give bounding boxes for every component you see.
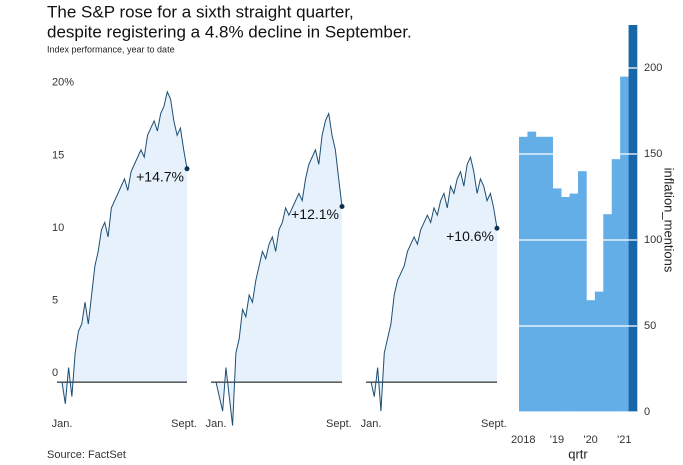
bar	[578, 171, 587, 412]
bar	[527, 131, 537, 412]
bar	[603, 214, 613, 412]
x-tick-label: 2018	[511, 434, 535, 446]
line	[61, 90, 188, 404]
chart-title: despite registering a 4.8% decline in Se…	[47, 22, 412, 41]
x-tick-label: Jan.	[206, 418, 227, 430]
end-point	[184, 166, 190, 172]
line	[370, 155, 498, 412]
annotation: +10.6%	[446, 228, 494, 244]
end-point	[494, 225, 500, 231]
y-tick-label: 50	[644, 320, 656, 332]
y-tick-label: 5	[52, 294, 58, 306]
annotation: +12.1%	[291, 206, 339, 222]
area	[62, 91, 187, 404]
y-tick-label: 0	[52, 367, 58, 379]
y-tick-label: 15	[52, 149, 64, 161]
x-tick-label: Jan.	[52, 418, 73, 430]
bar	[611, 159, 621, 412]
y-tick-label: 0	[644, 406, 650, 418]
y-tick-label: 10	[52, 222, 64, 234]
bar	[628, 25, 638, 412]
y-tick-label: 200	[644, 62, 662, 74]
x-tick-label: '19	[550, 434, 564, 446]
bar	[552, 188, 562, 412]
bar	[594, 291, 604, 412]
chart-subtitle: Index performance, year to date	[47, 44, 175, 54]
source: Source: FactSet	[47, 449, 126, 461]
annotation: +14.7%	[136, 168, 184, 184]
bar	[535, 136, 545, 413]
bar	[569, 193, 579, 412]
bar	[519, 136, 528, 413]
bar	[561, 197, 570, 412]
area	[371, 157, 497, 412]
end-point	[339, 203, 345, 209]
bar	[620, 76, 629, 412]
bar	[586, 300, 596, 412]
x-tick-label: '20	[583, 434, 597, 446]
y-tick-label: 20%	[52, 77, 74, 89]
x-axis-label: qrtr	[568, 446, 588, 461]
bar	[544, 136, 554, 413]
x-tick-label: Sept.	[326, 418, 352, 430]
y-tick-label: 100	[644, 234, 662, 246]
x-tick-label: Jan.	[361, 418, 382, 430]
x-tick-label: Sept.	[481, 418, 507, 430]
area	[216, 113, 342, 426]
y-axis-label: inflation_mentions	[662, 168, 677, 273]
x-tick-label: '21	[617, 434, 631, 446]
x-tick-label: Sept.	[171, 418, 197, 430]
line	[215, 111, 343, 426]
y-tick-label: 150	[644, 148, 662, 160]
chart-title: The S&P rose for a sixth straight quarte…	[47, 2, 354, 21]
